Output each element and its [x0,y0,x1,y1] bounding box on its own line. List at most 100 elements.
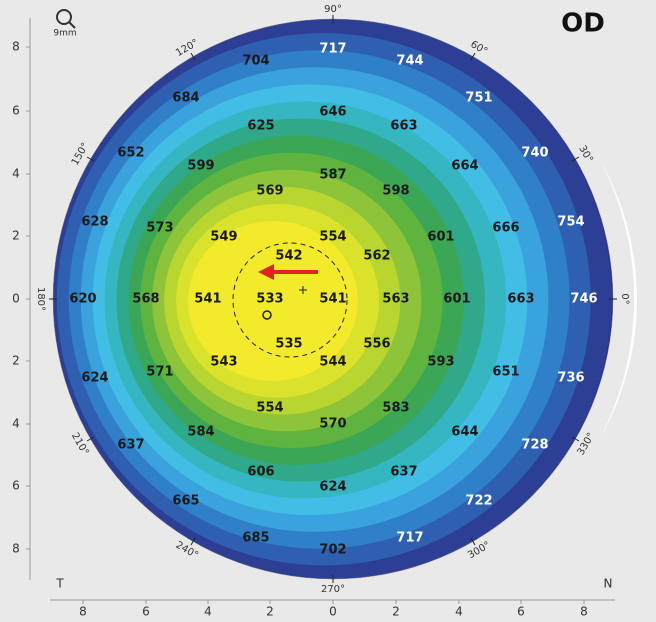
thickness-value: 541 [319,292,346,307]
y-tick-label: 6 [12,479,20,493]
angle-tick [86,156,95,162]
thickness-value: 644 [451,425,478,440]
zoom-icon [68,21,76,29]
thickness-value: 685 [242,531,269,546]
thickness-value: 533 [256,292,283,307]
thickness-value: 593 [427,355,454,370]
thickness-value: 544 [319,355,346,370]
thickness-value: 746 [570,292,597,307]
y-tick-label: 8 [12,40,20,54]
thickness-value: 570 [319,417,346,432]
thickness-value: 637 [117,438,144,453]
pupil-outline [232,242,348,358]
thickness-value: 554 [256,401,283,416]
thinnest-point [262,310,272,320]
x-tick-label: 8 [580,605,588,619]
thickness-value: 562 [363,249,390,264]
apex-marker [299,286,307,294]
thickness-value: 740 [521,146,548,161]
arrow-head [258,264,274,280]
thickness-value: 542 [275,249,302,264]
thickness-value: 573 [146,221,173,236]
y-tick-label: 4 [12,167,20,181]
thickness-value: 569 [256,184,283,199]
thickness-value: 601 [427,230,454,245]
thickness-value: 717 [319,42,346,57]
x-tick-label: 8 [79,605,87,619]
x-tick-label: 2 [266,605,274,619]
thickness-value: 568 [132,292,159,307]
angle-tick [190,537,196,546]
angle-tick [470,537,476,546]
thickness-value: 722 [465,494,492,509]
angle-label: 0° [619,293,630,304]
thickness-value: 541 [194,292,221,307]
y-tick-label: 2 [12,354,20,368]
thickness-value: 606 [247,465,274,480]
color-bands [53,19,613,579]
thickness-value: 535 [275,337,302,352]
x-tick-label: 4 [455,605,463,619]
thickness-value: 704 [242,54,269,69]
thickness-value: 651 [492,365,519,380]
thickness-value: 666 [492,221,519,236]
angle-tick [86,436,95,442]
band [188,221,358,381]
x-tick-label: 0 [329,605,337,619]
y-tick-label: 6 [12,104,20,118]
thickness-value: 664 [451,159,478,174]
zoom-label: 9mm [53,29,76,39]
thickness-value: 554 [319,230,346,245]
temporal-label: T [55,577,64,591]
angle-label: 180° [35,287,46,311]
x-tick-label: 4 [204,605,212,619]
y-tick-label: 2 [12,229,20,243]
thickness-value: 637 [390,465,417,480]
angle-tick [470,52,476,61]
thickness-value: 584 [187,425,214,440]
angle-label: 90° [324,4,342,15]
thickness-value: 598 [382,184,409,199]
thickness-value: 625 [247,119,274,134]
zoom-icon [56,9,72,25]
angle-tick [190,52,196,61]
angle-label: 270° [321,584,345,595]
angle-tick [571,436,580,442]
thickness-value: 646 [319,105,346,120]
thickness-value: 663 [390,119,417,134]
angle-tick [571,156,580,162]
thickness-value: 599 [187,159,214,174]
thickness-value: 728 [521,438,548,453]
thickness-value: 628 [81,215,108,230]
x-tick-label: 6 [142,605,150,619]
thickness-value: 717 [396,531,423,546]
thickness-value: 684 [172,91,199,106]
thickness-value: 624 [81,371,108,386]
y-tick-label: 4 [12,417,20,431]
eye-label: OD [561,9,605,39]
thickness-value: 571 [146,365,173,380]
y-tick-label: 0 [12,292,20,306]
thickness-value: 620 [69,292,96,307]
thickness-value: 751 [465,91,492,106]
thickness-value: 601 [443,292,470,307]
thickness-value: 563 [382,292,409,307]
thickness-value: 754 [557,215,584,230]
thickness-value: 663 [507,292,534,307]
thickness-value: 652 [117,146,144,161]
rim [600,160,637,438]
y-tick-label: 8 [12,542,20,556]
thickness-value: 549 [210,230,237,245]
x-tick-label: 6 [517,605,525,619]
thickness-value: 583 [382,401,409,416]
thickness-value: 587 [319,168,346,183]
nasal-label: N [604,577,613,591]
thickness-value: 556 [363,337,390,352]
thickness-value: 543 [210,355,237,370]
thickness-value: 702 [319,543,346,558]
thickness-value: 736 [557,371,584,386]
thickness-value: 624 [319,480,346,495]
thickness-value: 744 [396,54,423,69]
x-tick-label: 2 [392,605,400,619]
